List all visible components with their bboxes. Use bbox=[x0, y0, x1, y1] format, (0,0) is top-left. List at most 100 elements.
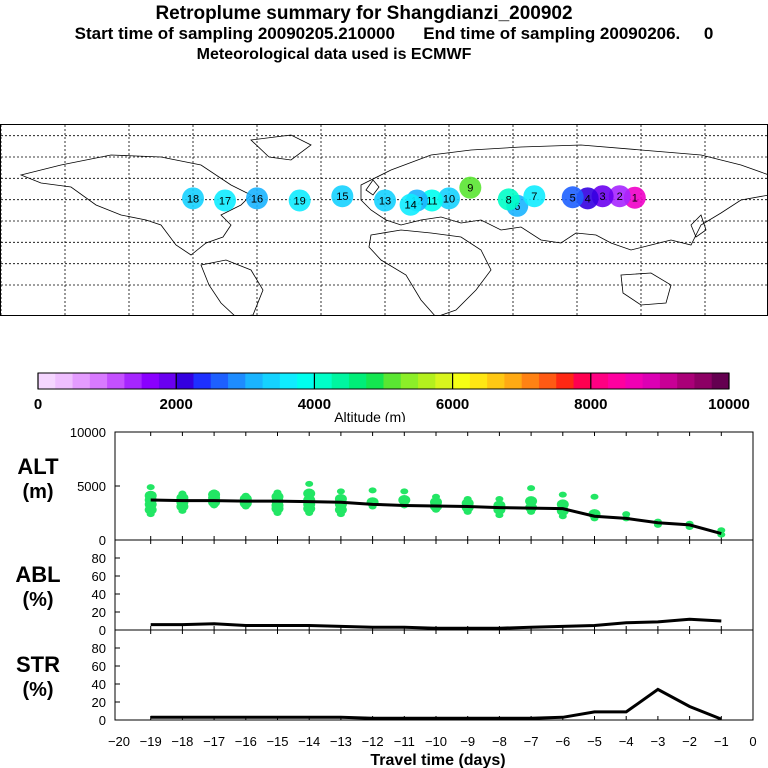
marker-label: 1 bbox=[632, 193, 638, 205]
panel-frame bbox=[114, 629, 754, 721]
series-line bbox=[150, 617, 722, 630]
panel-label: ALT bbox=[17, 454, 59, 479]
trajectory-marker: 10 bbox=[438, 187, 460, 210]
colorbar-swatch bbox=[348, 373, 367, 389]
y-tick-label: 10000 bbox=[70, 425, 106, 440]
altitude-colorbar: 0 2000 4000 6000 8000 10000 Altitude (m) bbox=[34, 372, 750, 422]
x-tick-label: −6 bbox=[555, 734, 570, 749]
y-tick-label: 60 bbox=[92, 659, 106, 674]
colorbar-swatch bbox=[210, 373, 229, 389]
colorbar-swatch bbox=[418, 373, 436, 389]
colorbar-swatch bbox=[487, 373, 505, 389]
x-tick-label: −13 bbox=[330, 734, 352, 749]
plot-title: Retroplume summary for Shangdianzi_20090… bbox=[155, 3, 573, 24]
trajectory-marker: 9 bbox=[459, 176, 482, 199]
marker-label: 8 bbox=[506, 194, 512, 206]
marker-label: 2 bbox=[617, 191, 623, 203]
colorbar-swatch bbox=[107, 373, 125, 389]
colorbar-tick-label: 6000 bbox=[436, 396, 469, 413]
x-tick-label: −20 bbox=[108, 734, 130, 749]
altitude-sample-point bbox=[495, 495, 504, 502]
colorbar-swatch bbox=[72, 373, 91, 389]
trajectory-marker: 14 bbox=[399, 193, 422, 216]
altitude-panel: 0 5000 10000 ALT(m) bbox=[17, 425, 754, 548]
y-tick-label: 20 bbox=[92, 695, 106, 710]
trajectory-marker: 5 bbox=[561, 186, 584, 209]
trajectory-marker: 15 bbox=[331, 185, 354, 208]
y-tick-label: 0 bbox=[99, 623, 106, 638]
colorbar-swatch bbox=[141, 373, 160, 389]
altitude-sample-point bbox=[178, 507, 187, 514]
altitude-sample-point bbox=[558, 491, 567, 498]
colorbar-tick-label: 4000 bbox=[298, 396, 331, 413]
colorbar-swatch bbox=[711, 373, 730, 389]
meteo-source: Meteorological data used is ECMWF bbox=[196, 46, 472, 63]
y-tick-label: 20 bbox=[92, 605, 106, 620]
colorbar-swatch bbox=[625, 373, 644, 389]
trajectory-marker: 17 bbox=[214, 189, 236, 212]
colorbar-swatch bbox=[193, 373, 212, 389]
colorbar-swatch bbox=[469, 373, 488, 389]
colorbar-swatch bbox=[677, 373, 695, 389]
altitude-sample-point bbox=[398, 495, 411, 506]
marker-label: 15 bbox=[336, 191, 348, 203]
y-tick-label: 80 bbox=[92, 551, 106, 566]
colorbar-swatch bbox=[694, 373, 713, 389]
x-tick-label: −16 bbox=[235, 734, 257, 749]
colorbar-tick-label: 2000 bbox=[160, 396, 193, 413]
abl-panel: 0 20 40 60 80 ABL(%) bbox=[15, 539, 754, 638]
sampling-times: Start time of sampling 20090205.210000 E… bbox=[10, 24, 768, 44]
y-tick-label: 0 bbox=[99, 713, 106, 728]
colorbar-swatch bbox=[521, 373, 540, 389]
altitude-sample-point bbox=[432, 506, 440, 513]
colorbar-swatch bbox=[38, 373, 56, 389]
colorbar-swatch bbox=[573, 373, 592, 389]
colorbar-swatch bbox=[383, 373, 402, 389]
colorbar-swatch bbox=[124, 373, 143, 389]
x-axis-label: Travel time (days) bbox=[370, 752, 505, 768]
altitude-sample-point bbox=[558, 513, 567, 520]
trajectory-map: 12345678910111213141516171819 bbox=[0, 124, 768, 316]
colorbar-swatch bbox=[55, 373, 74, 389]
x-tick-label: −19 bbox=[140, 734, 162, 749]
colorbar-swatch bbox=[435, 373, 454, 389]
x-axis: −20 −19 −18 −17 −16 −15 −14 −13 −12 −11 −10 −9 −8 −7−… bbox=[108, 734, 757, 768]
altitude-sample-point bbox=[400, 488, 409, 495]
y-tick-label: 0 bbox=[99, 533, 106, 548]
marker-label: 9 bbox=[467, 183, 473, 195]
altitude-sample-point bbox=[241, 503, 250, 510]
colorbar-swatch bbox=[331, 373, 350, 389]
map-canvas: 12345678910111213141516171819 bbox=[1, 125, 767, 315]
x-tick-label: −14 bbox=[298, 734, 320, 749]
colorbar-swatch bbox=[158, 373, 177, 389]
end-time-value: 0 bbox=[703, 24, 714, 43]
altitude-sample-point bbox=[146, 484, 155, 491]
x-tick-label: −18 bbox=[171, 734, 193, 749]
trajectory-marker: 13 bbox=[374, 189, 396, 212]
trajectory-marker: 7 bbox=[523, 185, 546, 208]
colorbar-tick-label: 8000 bbox=[574, 396, 607, 413]
colorbar-swatch bbox=[366, 373, 384, 389]
x-tick-label: −17 bbox=[203, 734, 225, 749]
coastlines bbox=[19, 134, 767, 315]
marker-label: 16 bbox=[251, 193, 263, 205]
colorbar-swatch bbox=[279, 373, 298, 389]
colorbar-swatch bbox=[590, 373, 609, 389]
x-tick-label: −4 bbox=[619, 734, 634, 749]
altitude-sample-point bbox=[527, 485, 536, 492]
x-tick-label: −8 bbox=[492, 734, 507, 749]
colorbar-swatch bbox=[245, 373, 264, 389]
colorbar-swatch bbox=[538, 373, 557, 389]
x-tick-label: −3 bbox=[650, 734, 665, 749]
series-line bbox=[150, 687, 722, 721]
marker-label: 11 bbox=[426, 195, 437, 207]
marker-label: 14 bbox=[404, 200, 416, 212]
y-tick-label: 5000 bbox=[77, 479, 106, 494]
colorbar-swatch bbox=[504, 373, 523, 389]
str-panel: 0 20 40 60 80 STR(%) bbox=[16, 629, 754, 728]
altitude-sample-point bbox=[210, 502, 219, 509]
altitude-sample-point bbox=[305, 510, 314, 516]
trajectory-marker: 2 bbox=[608, 185, 631, 208]
altitude-sample-point bbox=[146, 511, 155, 518]
